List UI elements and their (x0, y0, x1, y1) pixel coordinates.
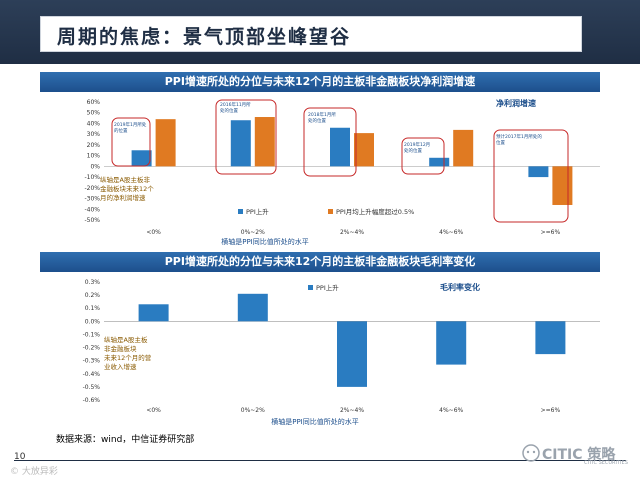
axis-annotation-line: 未来12个月的营 (104, 353, 152, 362)
bar-4-0 (535, 321, 566, 355)
category-label: <0% (146, 407, 161, 414)
bar-2-1 (354, 133, 374, 167)
category-label: 2%~4% (340, 407, 364, 414)
bar-0-0 (138, 304, 169, 322)
axis-annotation-line: 纵轴是A股主板 (104, 335, 148, 344)
bar-3-0 (429, 157, 450, 167)
page-number: 10 (14, 452, 26, 462)
category-label: 0%~2% (241, 407, 265, 414)
bar-0-0 (131, 150, 152, 167)
chart2-header: PPI增速所处的分位与未来12个月的主板非金融板块毛利率变化 (40, 252, 600, 272)
callout-text: 2018年1月所 (308, 111, 336, 118)
category-label: <0% (146, 229, 161, 236)
chart2-svg: 0.3% 0.2% 0.1% 0.0% -0.1% -0.2% -0.3% -0.4% -0.5… (83, 279, 600, 426)
y-tick-label: -0.2% (83, 345, 101, 352)
callout-text: 位置 (496, 139, 505, 146)
bar-3-1 (453, 129, 474, 167)
footer-divider (14, 460, 626, 461)
watermark-left: © 大放异彩 (10, 467, 58, 477)
legend-label-0: PPI上升 (316, 283, 339, 292)
axis-annotation-line: 非金融板块 (104, 344, 137, 353)
chart-title: 净利润增速 (496, 98, 536, 108)
y-tick-label: 20% (87, 142, 101, 149)
legend-swatch-1 (328, 209, 333, 214)
category-label: 4%~6% (439, 229, 463, 236)
bar-1-0 (230, 120, 251, 167)
y-tick-label: -0.1% (83, 331, 101, 338)
callout-text: 2019年12月 (404, 141, 430, 148)
x-axis-label: 横轴是PPI同比值所处的水平 (221, 237, 309, 246)
callout-text: 的位置 (114, 127, 128, 134)
bar-2-0 (337, 321, 367, 387)
callout-text: 处的位置 (220, 107, 238, 114)
citic-logo: CITIC 策略 CITIC SECURITIES (522, 438, 632, 470)
callout-text: 处的位置 (404, 147, 422, 154)
chart1-svg: 60% 50% 40% 30% 20% 10% 0% -10% -20% -30% -40% -50%… (84, 98, 600, 246)
legend-swatch-0 (238, 209, 243, 214)
y-tick-label: 0% (90, 163, 100, 170)
bar-3-0 (436, 321, 467, 365)
axis-annotation-line: 金融板块未来12个 (100, 184, 154, 193)
chart1-header: PPI增速所处的分位与未来12个月的主板非金融板块净利润增速 (40, 72, 600, 92)
title-bar: 周期的焦虑：景气顶部坐峰望谷 (0, 0, 640, 64)
category-label: 2%~4% (340, 229, 364, 236)
callout-text: 预计2017年1月所处的 (496, 133, 542, 140)
axis-annotation-line: 纵轴是A股主板非 (100, 175, 150, 184)
axis-annotation-line: 月的净利润增速 (100, 193, 146, 202)
y-tick-label: -20% (84, 185, 100, 192)
category-label: 4%~6% (439, 407, 463, 414)
bar-2-0 (330, 127, 350, 167)
y-tick-label: 0.3% (85, 279, 101, 286)
legend-label-0: PPI上升 (246, 207, 269, 216)
callout-box-1 (215, 99, 277, 175)
callout-text: 2019年1月所处 (114, 121, 147, 128)
y-tick-label: -0.4% (83, 371, 101, 378)
callout-box-0 (111, 117, 151, 167)
bar-4-0 (528, 166, 549, 178)
y-tick-label: -0.5% (83, 384, 101, 391)
callout-text: 2016年11月所 (220, 101, 251, 108)
logo-text: CITIC 策略 (542, 447, 616, 463)
category-label: >=6% (541, 229, 561, 236)
y-tick-label: -10% (84, 174, 100, 181)
callout-box-2 (303, 107, 357, 177)
bar-4-1 (552, 166, 573, 205)
callout-box-4 (493, 129, 569, 223)
wechat-icon (522, 444, 540, 462)
category-label: >=6% (541, 407, 561, 414)
y-tick-label: 50% (87, 110, 101, 117)
x-axis-label: 横轴是PPI同比值所处的水平 (271, 417, 359, 426)
callout-text: 处的位置 (308, 117, 326, 124)
y-tick-label: 40% (87, 120, 101, 127)
y-tick-label: -40% (84, 206, 100, 213)
category-label: 0%~2% (241, 229, 265, 236)
title-box: 周期的焦虑：景气顶部坐峰望谷 (40, 16, 582, 52)
legend-swatch-0 (308, 285, 313, 290)
y-tick-label: 60% (87, 99, 101, 106)
y-tick-label: 0.0% (85, 318, 101, 325)
y-tick-label: 10% (87, 153, 101, 160)
callout-box-3 (401, 137, 445, 175)
y-tick-label: -50% (84, 217, 100, 224)
logo-subtext: CITIC SECURITIES (584, 460, 628, 466)
bar-1-1 (254, 117, 275, 167)
y-tick-label: -30% (84, 196, 100, 203)
bar-0-1 (155, 119, 176, 167)
y-tick-label: -0.6% (83, 397, 101, 404)
source-note: 数据来源：wind，中信证券研究部 (56, 435, 195, 445)
legend-label-1: PPI月均上升幅度超过0.5% (336, 207, 414, 216)
chart-title: 毛利率变化 (440, 282, 480, 292)
y-tick-label: -0.3% (83, 358, 101, 365)
y-tick-label: 0.2% (85, 292, 101, 299)
y-tick-label: 0.1% (85, 305, 101, 312)
slide-title: 周期的焦虑：景气顶部坐峰望谷 (57, 26, 352, 48)
axis-annotation-line: 业收入增速 (104, 362, 137, 371)
bar-1-0 (237, 293, 268, 322)
y-tick-label: 30% (87, 131, 101, 138)
